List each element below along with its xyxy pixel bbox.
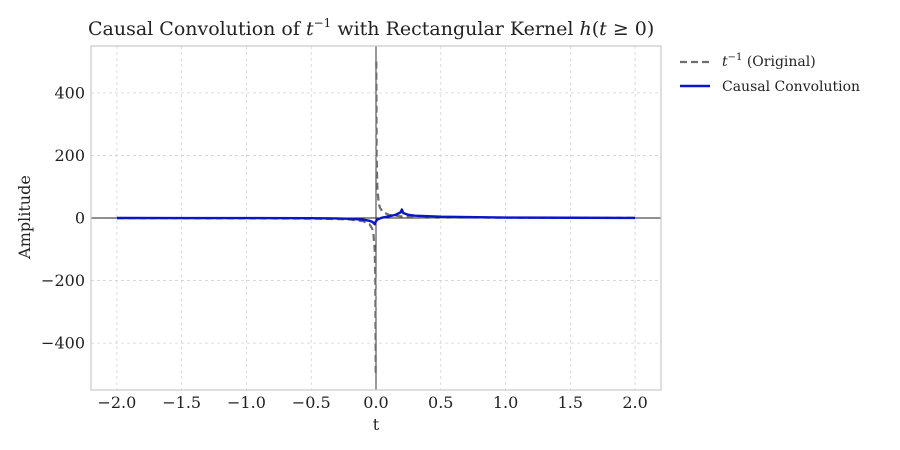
x-tick-label: −1.5 (162, 393, 201, 412)
x-tick-labels: −2.0 −1.5 −1.0 −0.5 0.0 0.5 1.0 1.5 2.0 (97, 393, 647, 412)
legend-label-convolution: Causal Convolution (722, 79, 860, 95)
y-tick-label: 400 (54, 83, 85, 102)
y-tick-label: −400 (41, 334, 85, 353)
legend: t−1 (Original) Causal Convolution (680, 52, 860, 95)
y-tick-labels: 400 200 0 −200 −400 (41, 83, 85, 352)
y-tick-label: 0 (75, 209, 85, 228)
y-tick-label: 200 (54, 146, 85, 165)
x-tick-label: −2.0 (97, 393, 136, 412)
x-tick-label: 2.0 (622, 393, 647, 412)
x-tick-label: 1.5 (558, 393, 583, 412)
series-line-convolution (116, 208, 636, 226)
y-tick-label: −200 (41, 271, 85, 290)
x-tick-label: 0.0 (363, 393, 388, 412)
plot-series (116, 61, 636, 375)
x-axis-label: t (373, 415, 380, 434)
plot-frame (90, 45, 662, 391)
series-line-original (116, 61, 636, 375)
x-tick-label: 0.5 (428, 393, 453, 412)
legend-label-original: t−1 (Original) (722, 52, 816, 70)
x-tick-label: 1.0 (493, 393, 518, 412)
x-tick-label: −1.0 (227, 393, 266, 412)
y-axis-label: Amplitude (15, 175, 34, 260)
x-tick-label: −0.5 (292, 393, 331, 412)
chart-title: Causal Convolution of t−1 with Rectangul… (88, 16, 654, 40)
